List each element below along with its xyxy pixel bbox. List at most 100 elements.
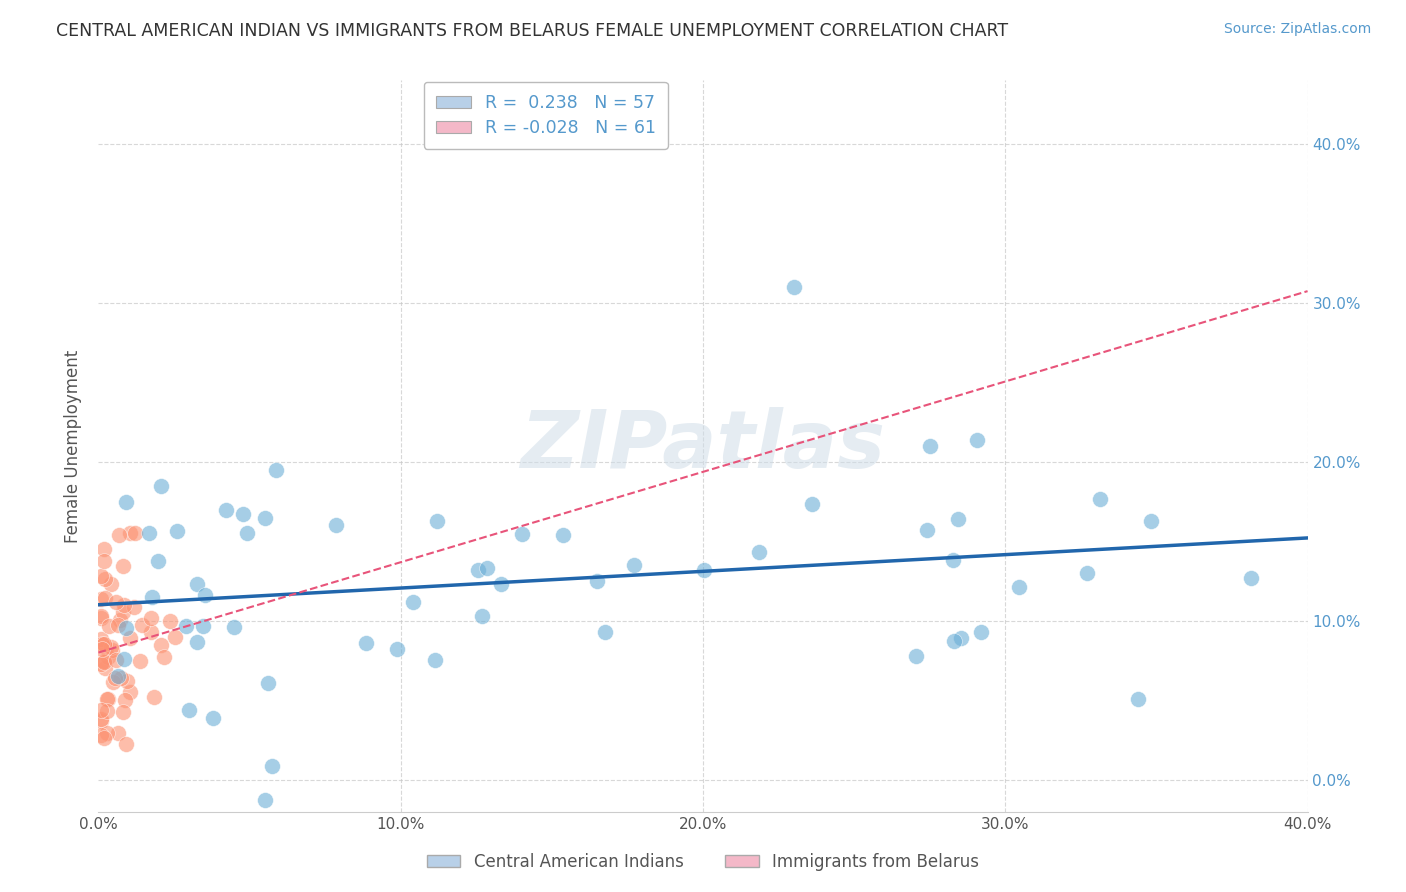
- Point: [118, 685, 141, 699]
- Point: [966, 433, 988, 447]
- Point: [100, 640, 122, 655]
- Point: [586, 574, 609, 589]
- Point: [117, 674, 139, 689]
- Point: [948, 512, 970, 526]
- Point: [146, 554, 169, 568]
- Point: [90, 637, 112, 651]
- Point: [100, 577, 122, 591]
- Point: [111, 706, 134, 720]
- Point: [253, 793, 276, 807]
- Point: [94, 640, 117, 655]
- Point: [97, 650, 120, 665]
- Point: [120, 526, 142, 541]
- Point: [253, 510, 276, 524]
- Point: [194, 588, 217, 602]
- Point: [423, 653, 446, 667]
- Point: [90, 703, 112, 717]
- Point: [186, 577, 208, 591]
- Point: [118, 631, 141, 645]
- Point: [93, 637, 115, 651]
- Point: [114, 494, 136, 508]
- Point: [141, 590, 163, 604]
- Point: [90, 728, 112, 742]
- Point: [150, 638, 173, 652]
- Point: [177, 703, 200, 717]
- Point: [112, 598, 135, 612]
- Point: [150, 479, 173, 493]
- Point: [93, 731, 115, 745]
- Point: [101, 643, 124, 657]
- Point: [1140, 514, 1163, 528]
- Point: [90, 712, 112, 726]
- Point: [467, 563, 489, 577]
- Point: [93, 661, 115, 675]
- Point: [385, 641, 408, 656]
- Point: [491, 577, 513, 591]
- Point: [114, 737, 136, 751]
- Point: [108, 613, 131, 627]
- Point: [94, 572, 117, 586]
- Point: [141, 625, 163, 640]
- Point: [90, 592, 112, 607]
- Point: [111, 605, 134, 619]
- Point: [114, 651, 136, 665]
- Point: [90, 641, 112, 656]
- Point: [138, 526, 160, 541]
- Point: [222, 620, 245, 634]
- Point: [1090, 492, 1112, 507]
- Point: [801, 497, 824, 511]
- Point: [93, 655, 115, 669]
- Point: [264, 463, 287, 477]
- Point: [111, 559, 134, 574]
- Point: [104, 653, 127, 667]
- Text: ZIPatlas: ZIPatlas: [520, 407, 886, 485]
- Point: [107, 618, 129, 632]
- Point: [122, 600, 145, 615]
- Point: [96, 726, 118, 740]
- Point: [142, 690, 165, 705]
- Point: [191, 619, 214, 633]
- Point: [1126, 691, 1149, 706]
- Point: [1008, 580, 1031, 594]
- Point: [93, 553, 115, 567]
- Point: [104, 671, 127, 685]
- Point: [93, 654, 115, 668]
- Point: [356, 636, 378, 650]
- Point: [141, 611, 163, 625]
- Point: [1076, 566, 1098, 581]
- Legend: Central American Indians, Immigrants from Belarus: Central American Indians, Immigrants fro…: [419, 845, 987, 880]
- Point: [593, 624, 616, 639]
- Text: Source: ZipAtlas.com: Source: ZipAtlas.com: [1223, 22, 1371, 37]
- Point: [551, 527, 574, 541]
- Point: [693, 563, 716, 577]
- Point: [90, 608, 112, 623]
- Point: [426, 515, 449, 529]
- Point: [108, 528, 131, 542]
- Point: [153, 650, 176, 665]
- Point: [97, 619, 120, 633]
- Point: [942, 634, 965, 648]
- Point: [107, 726, 129, 740]
- Point: [232, 507, 254, 521]
- Point: [110, 671, 132, 685]
- Point: [96, 692, 118, 706]
- Point: [93, 591, 115, 605]
- Point: [236, 526, 259, 541]
- Point: [186, 634, 208, 648]
- Point: [90, 657, 112, 671]
- Point: [918, 439, 941, 453]
- Point: [159, 614, 181, 628]
- Point: [202, 711, 225, 725]
- Point: [163, 630, 186, 644]
- Point: [471, 608, 494, 623]
- Point: [215, 502, 238, 516]
- Point: [949, 631, 972, 645]
- Point: [103, 675, 125, 690]
- Point: [124, 526, 146, 541]
- Point: [260, 759, 283, 773]
- Point: [96, 704, 118, 718]
- Point: [107, 668, 129, 682]
- Point: [97, 692, 120, 706]
- Point: [510, 527, 533, 541]
- Point: [942, 553, 965, 567]
